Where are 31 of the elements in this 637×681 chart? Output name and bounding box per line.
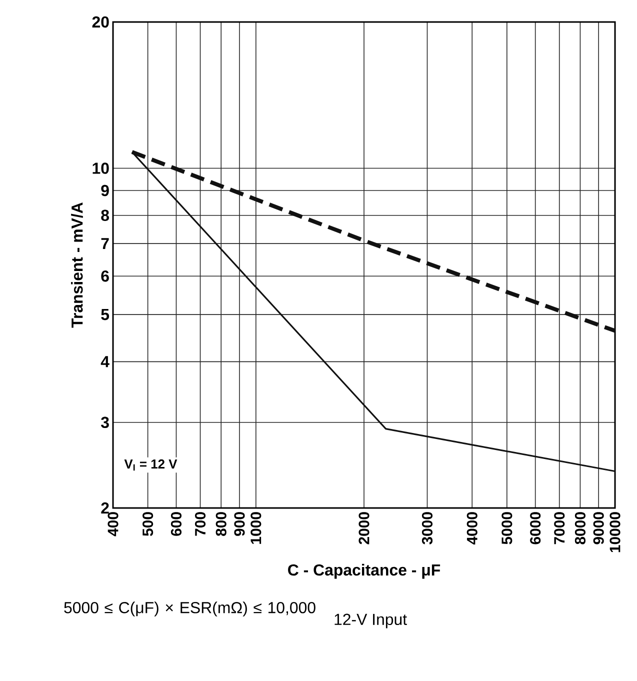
x-tick-label: 10000 xyxy=(610,512,620,552)
x-tick-label: 600 xyxy=(170,512,182,536)
x-tick-label: 800 xyxy=(216,512,226,536)
y-tick-label: 6 xyxy=(101,270,109,282)
y-tick-label: 3 xyxy=(100,416,109,428)
x-tick-label: 8000 xyxy=(574,512,586,544)
x-tick-label: 5000 xyxy=(502,512,512,544)
y-tick-label: 2 xyxy=(101,502,109,514)
x-tick-label: 9000 xyxy=(593,512,604,544)
y-tick-label: 4 xyxy=(100,356,110,368)
x-tick-label: 1000 xyxy=(250,512,262,544)
y-tick-label: 5 xyxy=(101,309,110,320)
y-tick-label: 20 xyxy=(92,16,109,28)
y-tick-label: 7 xyxy=(101,238,109,250)
annotation: V$_{I}$ = 12 V xyxy=(124,459,178,471)
text: 12-V Input xyxy=(334,614,407,628)
x-tick-label: 7000 xyxy=(554,512,565,544)
x-tick-label: 500 xyxy=(142,512,154,536)
y-tick-label: 9 xyxy=(101,184,109,196)
y-tick-label: 8 xyxy=(101,210,109,222)
text: 5000 ≤ C(μF) × ESR(mΩ) ≤ 10,000 xyxy=(64,602,316,616)
y-tick-label: 10 xyxy=(92,162,109,174)
x-axis-title: C - Capacitance - μF xyxy=(288,564,440,579)
x-tick-label: 2000 xyxy=(358,512,370,544)
x-tick-label: 900 xyxy=(234,512,245,536)
x-tick-label: 6000 xyxy=(530,512,541,544)
x-tick-label: 4000 xyxy=(466,512,478,545)
y-axis-title: Transient - mV/A xyxy=(71,202,83,328)
x-tick-label: 700 xyxy=(194,512,206,536)
x-tick-label: 3000 xyxy=(422,512,433,544)
x-tick-label: 400 xyxy=(108,512,118,536)
